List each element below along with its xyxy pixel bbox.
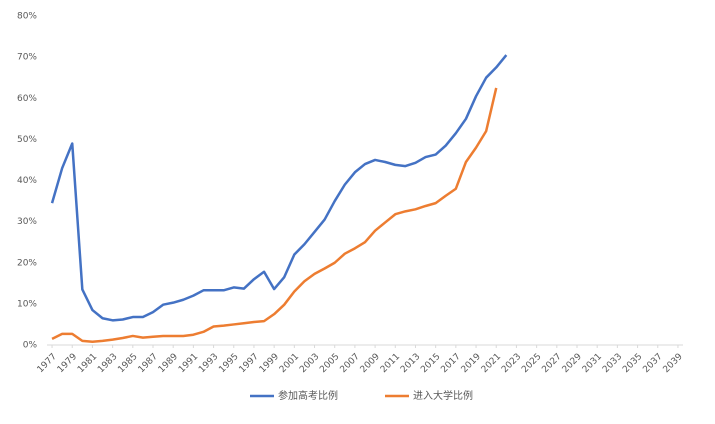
- x-tick-label: 2017: [439, 352, 462, 375]
- y-tick-label: 40%: [17, 176, 37, 186]
- x-tick-label: 2003: [298, 352, 321, 375]
- x-tick-label: 2027: [540, 352, 563, 375]
- x-tick-label: 1987: [137, 352, 160, 375]
- x-tick-label: 2023: [500, 352, 523, 375]
- x-tick-label: 2039: [662, 352, 685, 375]
- legend-label: 参加高考比例: [278, 389, 338, 402]
- x-tick-label: 1985: [116, 352, 139, 375]
- x-tick-label: 1999: [258, 352, 281, 375]
- x-tick-label: 2035: [621, 352, 644, 375]
- x-tick-label: 2013: [399, 352, 422, 375]
- x-tick-label: 2037: [641, 352, 664, 375]
- x-tick-label: 1993: [197, 352, 220, 375]
- x-tick-label: 2009: [359, 352, 382, 375]
- series-line: [50, 54, 508, 322]
- x-tick-label: 1995: [217, 352, 240, 375]
- y-tick-label: 70%: [17, 53, 37, 63]
- y-tick-label: 10%: [17, 299, 37, 309]
- y-tick-label: 0%: [23, 341, 38, 351]
- x-tick-label: 1979: [56, 352, 79, 375]
- y-tick-label: 30%: [17, 217, 37, 227]
- y-tick-label: 50%: [17, 135, 37, 145]
- y-tick-label: 20%: [17, 258, 37, 268]
- y-tick-label: 60%: [17, 94, 37, 104]
- x-tick-label: 1991: [177, 352, 200, 375]
- x-tick-label: 2005: [318, 352, 341, 375]
- x-tick-label: 1983: [96, 352, 119, 375]
- x-tick-label: 2007: [339, 352, 362, 375]
- x-tick-label: 1989: [157, 352, 180, 375]
- x-tick-label: 1981: [76, 352, 99, 375]
- x-tick-label: 1977: [36, 352, 59, 375]
- y-tick-label: 80%: [17, 12, 37, 22]
- series-line: [51, 87, 498, 343]
- x-tick-label: 2015: [419, 352, 442, 375]
- x-tick-label: 2033: [601, 352, 624, 375]
- x-tick-label: 2025: [520, 352, 543, 375]
- x-tick-label: 2001: [278, 352, 301, 375]
- x-tick-label: 2021: [480, 352, 503, 375]
- x-tick-label: 2029: [561, 352, 584, 375]
- x-tick-label: 2011: [379, 352, 402, 375]
- x-tick-label: 1997: [238, 352, 261, 375]
- x-tick-label: 2031: [581, 352, 604, 375]
- legend-label: 进入大学比例: [413, 389, 473, 402]
- x-tick-label: 2019: [460, 352, 483, 375]
